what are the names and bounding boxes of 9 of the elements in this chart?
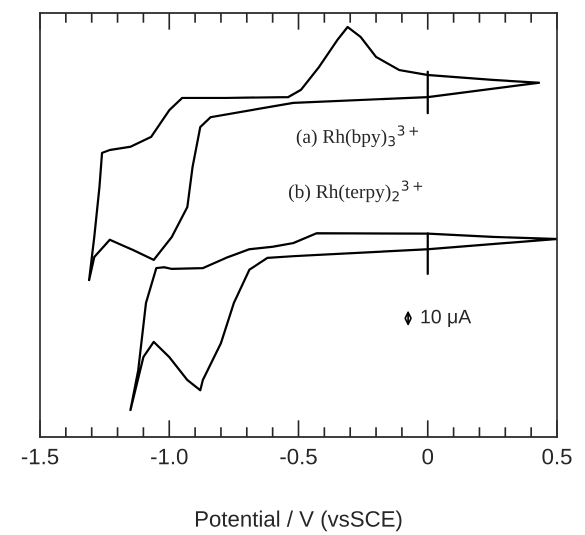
x-tick-label: 0: [422, 448, 434, 464]
annotation: 10 μA: [421, 310, 472, 328]
x-tick-label: -0.5: [280, 448, 317, 464]
x-tick-label: -1.0: [151, 448, 188, 464]
x-tick-label: -1.5: [22, 448, 58, 464]
annotation: (b) Rh(terpy)$_{2}$$^{3+}$: [289, 180, 422, 202]
annotation: (a) Rh(bpy)$_{3}$$^{3+}$: [296, 125, 418, 148]
x-tick-label: 0.5: [542, 448, 572, 464]
x-axis-title: Potential / V (vsSCE): [196, 510, 402, 532]
